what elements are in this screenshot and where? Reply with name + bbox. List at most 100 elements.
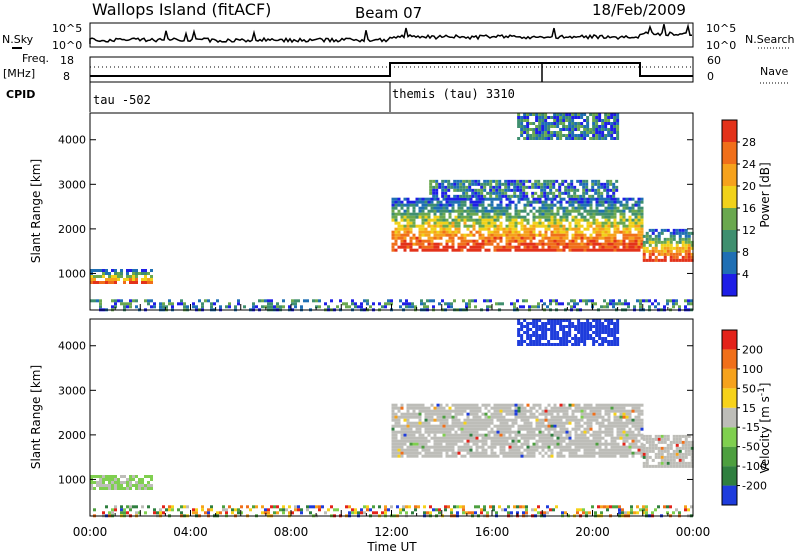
heatmap-cell: [616, 403, 620, 407]
heatmap-cell: [418, 421, 422, 425]
heatmap-cell: [424, 406, 428, 410]
heatmap-cell: [604, 418, 608, 422]
heatmap-cell: [436, 200, 440, 204]
heatmap-cell: [463, 236, 467, 240]
heatmap-cell: [123, 508, 126, 512]
heatmap-cell: [499, 433, 503, 437]
heatmap-cell: [397, 224, 401, 228]
heatmap-cell: [394, 236, 398, 240]
heatmap-cell: [526, 221, 530, 225]
heatmap-cell: [526, 218, 530, 222]
heatmap-cell: [406, 439, 410, 443]
heatmap-cell: [598, 224, 602, 228]
heatmap-cell: [559, 343, 563, 346]
heatmap-cell: [547, 454, 551, 458]
heatmap-cell: [640, 209, 644, 213]
heatmap-cell: [598, 451, 602, 455]
heatmap-cell: [168, 302, 171, 306]
heatmap-cell: [541, 131, 545, 134]
heatmap-cell: [529, 233, 533, 237]
heatmap-cell: [637, 197, 641, 201]
heatmap-cell: [448, 221, 452, 225]
heatmap-cell: [483, 508, 486, 512]
heatmap-cell: [666, 458, 670, 462]
heatmap-cell: [625, 206, 629, 210]
heatmap-cell: [487, 203, 491, 207]
heatmap-cell: [454, 200, 458, 204]
heatmap-cell: [288, 305, 291, 309]
heatmap-cell: [400, 403, 404, 407]
heatmap-cell: [451, 403, 455, 407]
heatmap-cell: [400, 236, 404, 240]
heatmap-cell: [592, 116, 596, 119]
heatmap-cell: [381, 305, 384, 309]
heatmap-cell: [565, 236, 569, 240]
heatmap-cell: [120, 480, 123, 484]
heatmap-cell: [529, 445, 533, 449]
heatmap-cell: [544, 113, 548, 116]
heatmap-cell: [598, 119, 602, 122]
heatmap-cell: [463, 424, 467, 428]
heatmap-cell: [526, 242, 530, 246]
heatmap-cell: [421, 445, 425, 449]
heatmap-cell: [517, 328, 521, 331]
heatmap-cell: [684, 464, 688, 468]
heatmap-cell: [648, 455, 652, 459]
heatmap-cell: [553, 230, 557, 234]
heatmap-cell: [427, 433, 431, 437]
heatmap-cell: [550, 319, 554, 322]
heatmap-cell: [487, 215, 491, 219]
heatmap-cell: [553, 125, 557, 128]
heatmap-cell: [610, 128, 614, 131]
heatmap-cell: [529, 227, 533, 231]
heatmap-cell: [394, 239, 398, 243]
heatmap-cell: [508, 406, 512, 410]
heatmap-cell: [442, 433, 446, 437]
heatmap-cell: [114, 271, 117, 275]
nave-tick-bottom: 0: [707, 70, 714, 83]
heatmap-cell: [592, 245, 596, 249]
heatmap-cell: [637, 433, 641, 437]
heatmap-cell: [601, 245, 605, 249]
heatmap-cell: [132, 268, 135, 272]
heatmap-cell: [114, 477, 117, 481]
heatmap-cell: [639, 302, 642, 306]
heatmap-cell: [135, 271, 138, 275]
heatmap-cell: [580, 239, 584, 243]
heatmap-cell: [619, 200, 623, 204]
heatmap-cell: [123, 511, 126, 515]
heatmap-cell: [526, 113, 530, 116]
heatmap-cell: [541, 418, 545, 422]
heatmap-cell: [642, 258, 646, 262]
heatmap-cell: [645, 258, 649, 262]
heatmap-cell: [625, 412, 629, 416]
heatmap-cell: [436, 209, 440, 213]
heatmap-cell: [580, 430, 584, 434]
heatmap-cell: [406, 433, 410, 437]
heatmap-cell: [532, 137, 536, 140]
heatmap-cell: [460, 242, 464, 246]
heatmap-cell: [580, 236, 584, 240]
heatmap-cell: [606, 191, 610, 195]
heatmap-cell: [469, 245, 473, 249]
heatmap-cell: [454, 409, 458, 413]
heatmap-cell: [445, 248, 449, 252]
heatmap-cell: [129, 474, 132, 478]
heatmap-cell: [544, 131, 548, 134]
heatmap-cell: [430, 454, 434, 458]
heatmap-cell: [586, 331, 590, 334]
heatmap-cell: [556, 424, 560, 428]
heatmap-cell: [475, 248, 479, 252]
heatmap-cell: [541, 212, 545, 216]
heatmap-cell: [640, 215, 644, 219]
heatmap-cell: [517, 454, 521, 458]
heatmap-cell: [529, 328, 533, 331]
heatmap-cell: [631, 442, 635, 446]
heatmap-cell: [493, 245, 497, 249]
heatmap-cell: [535, 445, 539, 449]
heatmap-cell: [366, 505, 369, 509]
heatmap-cell: [460, 439, 464, 443]
heatmap-cell: [607, 212, 611, 216]
heatmap-cell: [114, 305, 117, 309]
heatmap-cell: [426, 299, 429, 303]
